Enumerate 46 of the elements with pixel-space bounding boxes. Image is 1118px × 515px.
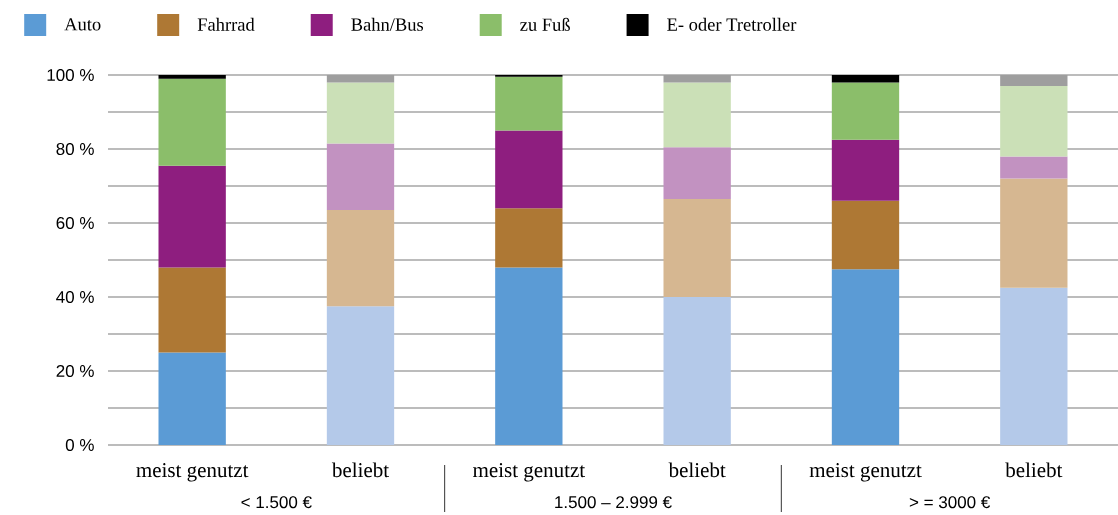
- bar: [663, 198, 731, 297]
- legend-label: Bahn/Bus: [351, 17, 424, 31]
- x-tick-label: beliebt: [1005, 462, 1063, 478]
- y-tick-label: 0 %: [65, 438, 94, 452]
- y-tick-label: 20 %: [56, 364, 94, 378]
- x-tick-label: meist genutzt: [136, 463, 249, 482]
- bar: [831, 200, 900, 270]
- bar: [831, 82, 900, 140]
- bar: [831, 139, 900, 201]
- legend-label: Auto: [64, 18, 101, 31]
- bar: [495, 267, 563, 445]
- bar: [326, 210, 395, 307]
- bar: [158, 352, 226, 445]
- bar: [1000, 86, 1068, 157]
- bar: [326, 82, 395, 144]
- bar: [326, 143, 395, 211]
- bar: [326, 306, 395, 445]
- bar: [663, 297, 731, 445]
- bar: [495, 76, 563, 131]
- text: > = 3000 €: [909, 496, 991, 509]
- bar: [495, 130, 563, 209]
- bar: [831, 269, 900, 445]
- x-tick-label: meist genutzt: [809, 463, 922, 482]
- y-tick-label: 40 %: [56, 290, 94, 304]
- legend-label: E- oder Tretroller: [667, 17, 797, 31]
- bar: [158, 165, 226, 268]
- text: < 1.500 €: [241, 496, 312, 509]
- bar: [158, 75, 226, 79]
- bar: [158, 267, 226, 353]
- legend-label: Fahrrad: [197, 17, 255, 31]
- bar: [663, 147, 731, 199]
- bar: [663, 82, 731, 148]
- x-tick-label: beliebt: [331, 462, 389, 478]
- y-tick-label: 60 %: [56, 216, 94, 230]
- bar: [158, 78, 226, 166]
- bar: [1000, 178, 1068, 288]
- legend-label: zu Fuß: [520, 17, 570, 31]
- text: 1.500 – 2.999 €: [555, 496, 672, 509]
- x-tick-label: meist genutzt: [472, 463, 586, 482]
- y-tick-label: 100 %: [47, 68, 94, 82]
- x-tick-label: beliebt: [668, 462, 726, 478]
- y-tick-label: 80 %: [56, 142, 94, 156]
- bar: [831, 75, 900, 83]
- bar: [1000, 287, 1068, 445]
- bar: [495, 208, 563, 268]
- bar: [1000, 156, 1068, 179]
